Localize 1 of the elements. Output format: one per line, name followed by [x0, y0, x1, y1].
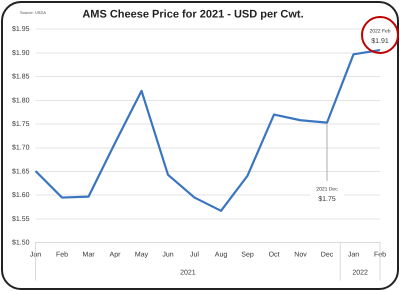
chart-title: AMS Cheese Price for 2021 - USD per Cwt. — [82, 8, 304, 21]
